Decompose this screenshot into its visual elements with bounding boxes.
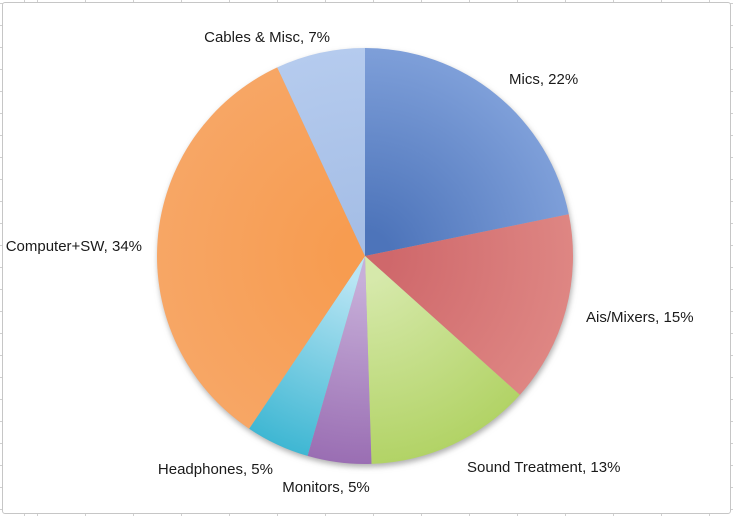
pie-slice-label: Cables & Misc, 7%	[204, 29, 330, 46]
pie-slice-label: Mics, 22%	[509, 71, 578, 88]
sheet-gridline-ticks-top	[0, 0, 733, 3]
pie-slice-sound-treatment[interactable]	[365, 256, 520, 464]
pie-slice-mics[interactable]	[365, 48, 569, 256]
pie-slice-ais-mixers[interactable]	[365, 214, 573, 395]
sheet-gridline-ticks-left	[0, 0, 3, 516]
pie-slice-monitors[interactable]	[307, 256, 372, 465]
pie-slice-label: Monitors, 5%	[282, 479, 370, 496]
pie-slice-headphones[interactable]	[249, 256, 365, 456]
pie-slice-label: Computer+SW, 34%	[6, 238, 142, 255]
pie-slice-label: Headphones, 5%	[158, 461, 273, 478]
sheet-gridline-ticks-bottom	[0, 513, 733, 516]
pie-labels-group: Mics, 22% Ais/Mixers, 15% Sound Treatment,…	[6, 29, 694, 496]
sheet-gridline-ticks-right	[730, 0, 733, 516]
pie-slice-label: Ais/Mixers, 15%	[586, 309, 694, 326]
pie-slice-label: Sound Treatment, 13%	[467, 459, 620, 476]
pie-slices-group	[157, 48, 573, 465]
pie-slice-cables-misc[interactable]	[277, 48, 365, 256]
pie-slice-computer-sw[interactable]	[157, 67, 365, 429]
